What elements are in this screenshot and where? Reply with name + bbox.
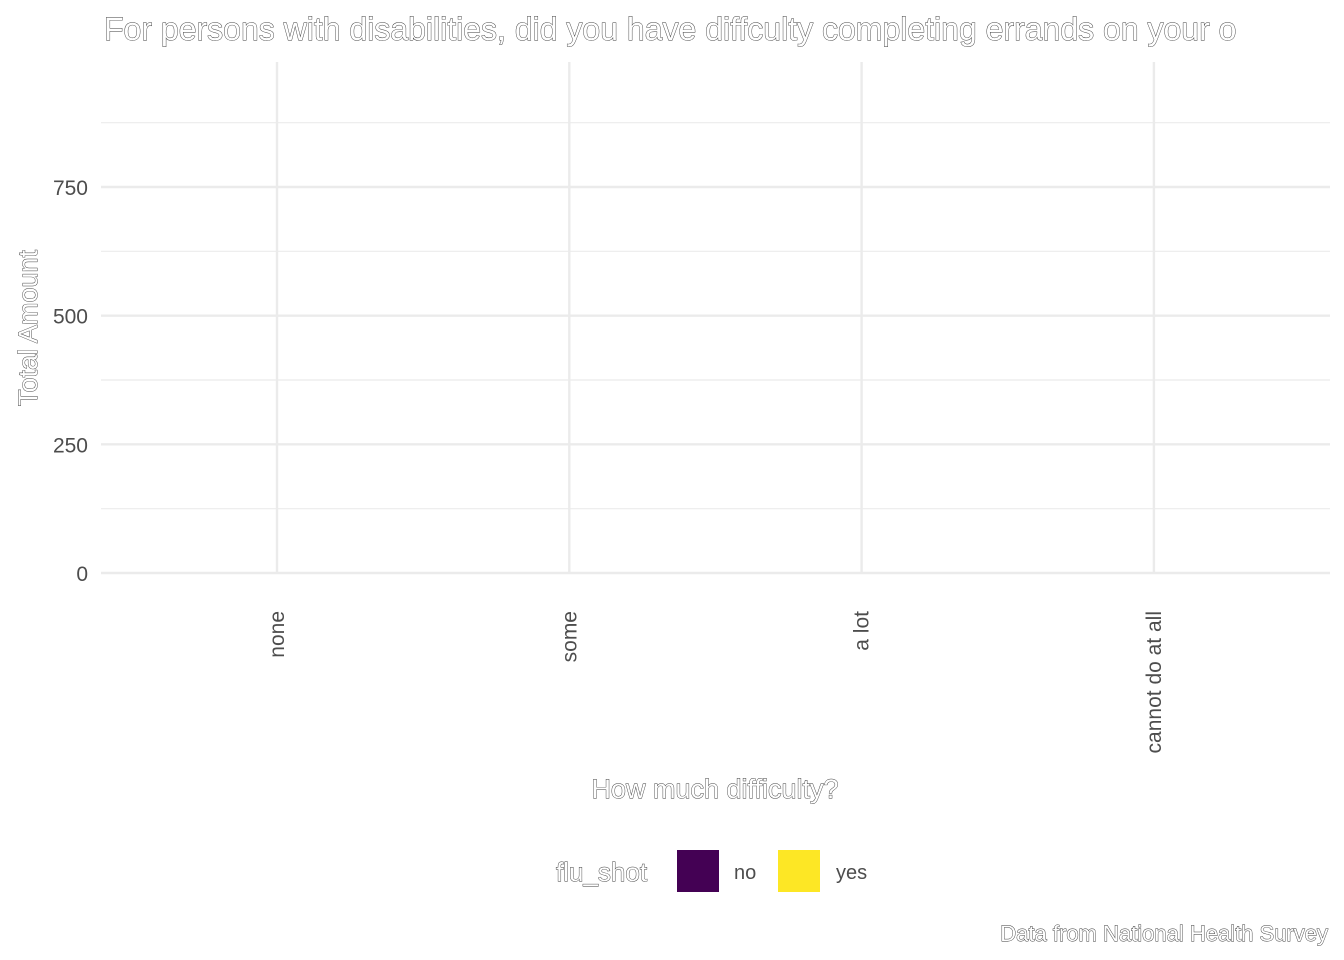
x-tick-label: cannot do at all bbox=[1143, 611, 1166, 753]
y-tick-label: 250 bbox=[53, 434, 88, 457]
y-tick-label: 750 bbox=[53, 177, 88, 200]
x-tick-label: none bbox=[266, 611, 289, 658]
y-axis-label: Total Amount bbox=[13, 249, 43, 406]
x-axis-label: How much difficulty? bbox=[591, 774, 838, 804]
minor-gridlines bbox=[101, 122, 1330, 510]
legend: flu_shot no yes bbox=[556, 850, 867, 892]
x-tick-labels: none some a lot cannot do at all bbox=[266, 611, 1166, 754]
y-tick-label: 500 bbox=[53, 306, 88, 329]
caption: Data from National Health Survey bbox=[1000, 921, 1328, 946]
chart-title: For persons with disabilities, did you h… bbox=[104, 11, 1236, 47]
y-tick-label: 0 bbox=[76, 563, 88, 586]
legend-key-yes bbox=[778, 850, 820, 892]
legend-label-no: no bbox=[734, 862, 756, 884]
legend-label-yes: yes bbox=[836, 862, 867, 884]
legend-title: flu_shot bbox=[556, 857, 648, 887]
legend-key-no bbox=[677, 850, 719, 892]
y-tick-labels: 0 250 500 750 bbox=[53, 177, 88, 586]
x-tick-label: a lot bbox=[851, 611, 874, 651]
x-tick-label: some bbox=[558, 611, 581, 662]
major-gridlines bbox=[101, 62, 1330, 575]
